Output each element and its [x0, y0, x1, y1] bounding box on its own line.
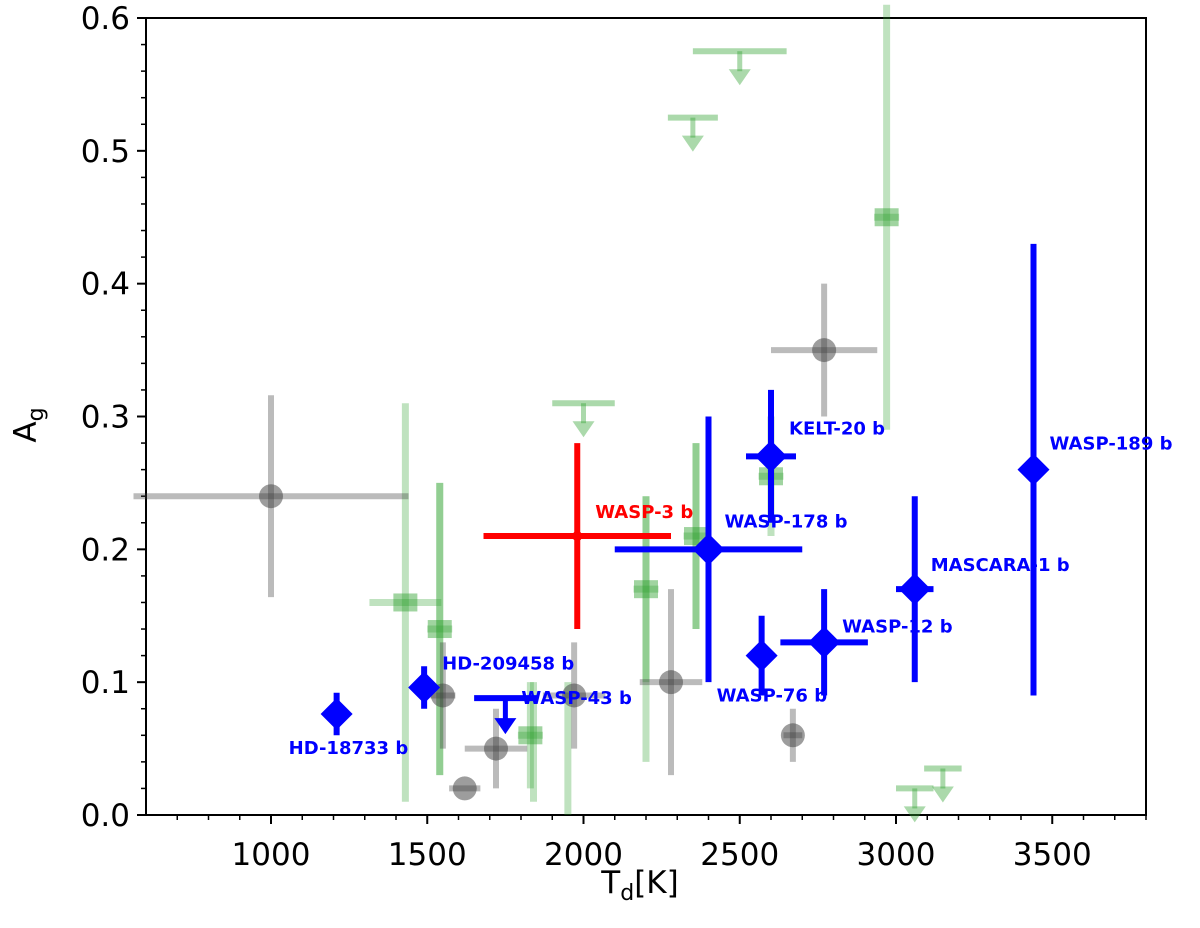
green-point [633, 496, 659, 683]
planet-label: WASP-12 b [842, 616, 953, 637]
planet-label: WASP-3 b [595, 502, 693, 523]
blue-point [408, 666, 441, 709]
green-upper-limit [552, 400, 615, 438]
green-upper-limit [667, 114, 718, 152]
planet-label: HD-18733 b [289, 738, 409, 759]
gray-point [780, 708, 805, 762]
gray-marker [812, 338, 837, 363]
y-tick-label: 0.5 [81, 134, 130, 170]
green-marker [393, 593, 418, 612]
gray-marker [259, 484, 283, 509]
green-marker [518, 726, 543, 745]
green-limit-arrow [681, 135, 704, 152]
green-limit-arrow [931, 786, 954, 803]
x-axis-label: Td[K] [600, 865, 678, 906]
green-limit-arrow [572, 421, 595, 438]
blue-upper-limit [474, 695, 537, 735]
green-point [874, 4, 900, 430]
planet-label: HD-209458 b [442, 653, 574, 674]
tick-marks [137, 17, 1147, 824]
y-tick-label: 0.3 [81, 400, 130, 436]
blue-limit-arrow [494, 718, 517, 735]
blue-point [614, 416, 803, 683]
gray-point [542, 642, 606, 749]
green-limit-arrow [903, 806, 926, 823]
planet-label: KELT-20 b [789, 418, 885, 439]
x-tick-label: 3500 [1013, 837, 1092, 873]
blue-diamond-marker [755, 440, 787, 473]
blue-diamond-marker [1017, 453, 1050, 486]
green-point [369, 403, 442, 802]
gray-point [771, 283, 878, 417]
planet-label: WASP-76 b [717, 686, 828, 707]
red-point [483, 443, 671, 630]
y-axis-label: Ag [8, 407, 49, 442]
gray-series [133, 283, 878, 801]
gray-point [464, 708, 528, 789]
blue-point [896, 496, 934, 683]
y-tick-label: 0.2 [81, 532, 130, 568]
y-tick-label: 0.6 [81, 1, 130, 37]
gray-marker [452, 776, 477, 801]
planet-label: WASP-43 b [521, 688, 632, 709]
gray-marker [780, 723, 805, 748]
y-tick-label: 0.1 [81, 665, 130, 701]
blue-diamond-marker [408, 671, 441, 704]
blue-point [745, 615, 778, 696]
gray-marker [659, 670, 683, 695]
green-upper-limit [924, 765, 962, 803]
blue-point [780, 589, 868, 696]
planet-label: MASCARA-1 b [931, 555, 1070, 576]
blue-point [1017, 243, 1050, 696]
blue-series [320, 243, 1050, 736]
green-upper-limit [896, 785, 934, 823]
x-tick-label: 1000 [232, 837, 311, 873]
green-point [427, 482, 453, 776]
blue-point [746, 389, 796, 523]
x-tick-label: 1500 [388, 837, 467, 873]
gray-point [639, 589, 703, 776]
axis-labels: 1000 1500 2000 2500 3000 3500 0.0 0.1 0.2 0.3 0.4 0… [8, 1, 1092, 906]
red-marker [572, 531, 583, 542]
gray-point [133, 395, 409, 598]
blue-diamond-marker [320, 698, 353, 731]
green-marker [874, 208, 899, 227]
planet-label: WASP-189 b [1050, 434, 1173, 455]
red-series [483, 443, 671, 630]
green-upper-limit [692, 48, 787, 86]
blue-point [320, 692, 353, 736]
green-marker [634, 580, 658, 599]
green-point [683, 443, 709, 630]
blue-diamond-marker [808, 626, 841, 659]
x-tick-label: 3000 [857, 837, 936, 873]
green-marker [427, 620, 452, 639]
x-tick-label: 2000 [544, 837, 623, 873]
gray-marker [484, 736, 508, 761]
blue-diamond-marker [745, 639, 778, 672]
blue-diamond-marker [898, 573, 931, 606]
blue-diamond-marker [692, 533, 725, 566]
gray-marker [562, 683, 587, 708]
gray-point [449, 776, 481, 801]
green-series [369, 4, 962, 823]
green-limit-arrow [728, 69, 751, 86]
point-labels: HD-18733 b HD-209458 b KELT-20 b WASP-178 b… [289, 418, 1173, 759]
planet-label: WASP-178 b [725, 511, 848, 532]
y-tick-label: 0.4 [81, 267, 130, 303]
y-tick-label: 0.0 [81, 798, 130, 834]
x-tick-label: 2500 [700, 837, 779, 873]
